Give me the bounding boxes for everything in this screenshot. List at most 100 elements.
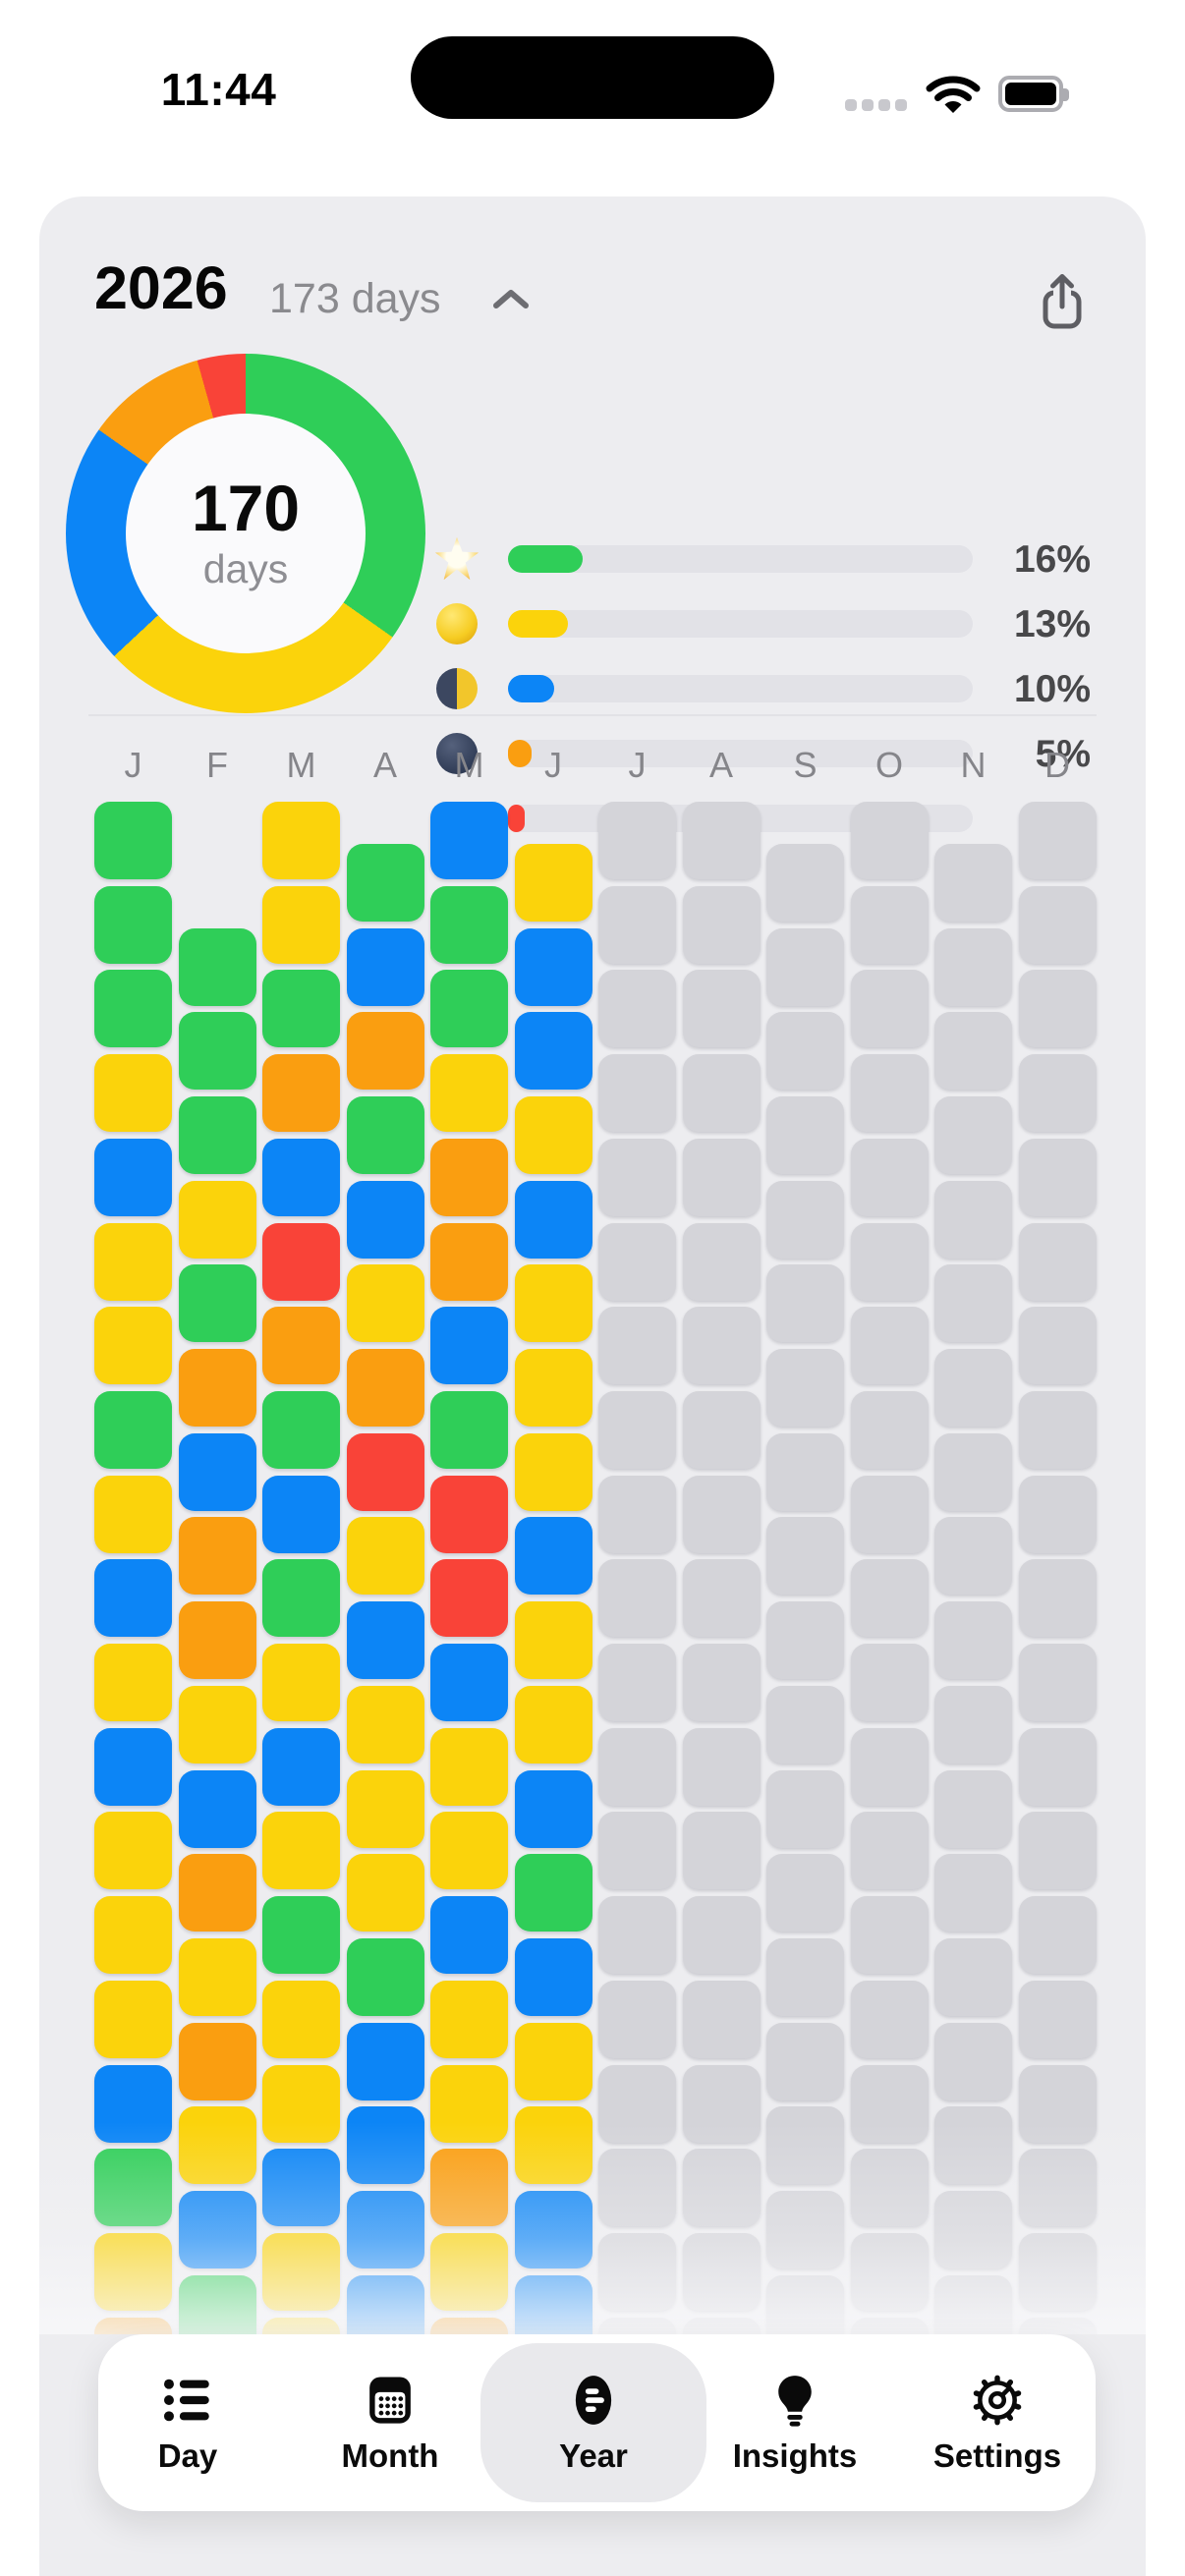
- day-cell[interactable]: [514, 1264, 592, 1343]
- day-cell[interactable]: [262, 1559, 340, 1638]
- day-cell[interactable]: [430, 1727, 508, 1806]
- day-cell[interactable]: [430, 2149, 508, 2227]
- day-cell[interactable]: [262, 2317, 340, 2334]
- day-cell[interactable]: [430, 1812, 508, 1890]
- day-cell[interactable]: [346, 1264, 424, 1343]
- day-cell[interactable]: [430, 1559, 508, 1638]
- day-cell[interactable]: [346, 2191, 424, 2269]
- day-cell[interactable]: [346, 843, 424, 922]
- day-cell[interactable]: [94, 1138, 172, 1216]
- day-cell[interactable]: [514, 1432, 592, 1511]
- day-cell[interactable]: [178, 1517, 256, 1596]
- day-cell[interactable]: [346, 1517, 424, 1596]
- day-cell[interactable]: [430, 1475, 508, 1553]
- tab-insights[interactable]: Insights: [711, 2334, 878, 2511]
- day-cell[interactable]: [178, 1012, 256, 1091]
- day-cell[interactable]: [514, 1769, 592, 1848]
- day-cell[interactable]: [178, 1685, 256, 1764]
- day-cell[interactable]: [262, 1390, 340, 1469]
- day-cell[interactable]: [94, 802, 172, 879]
- day-cell[interactable]: [178, 1095, 256, 1174]
- day-cell[interactable]: [262, 802, 340, 879]
- day-cell[interactable]: [262, 1222, 340, 1301]
- day-cell[interactable]: [262, 1644, 340, 1721]
- day-cell[interactable]: [178, 1349, 256, 1428]
- day-cell[interactable]: [262, 1307, 340, 1385]
- day-cell[interactable]: [94, 2149, 172, 2227]
- tab-year[interactable]: Year: [510, 2334, 677, 2511]
- day-cell[interactable]: [430, 1390, 508, 1469]
- day-cell[interactable]: [94, 1727, 172, 1806]
- day-cell[interactable]: [178, 1432, 256, 1511]
- day-cell[interactable]: [94, 1644, 172, 1721]
- day-cell[interactable]: [430, 1644, 508, 1721]
- day-cell[interactable]: [514, 1517, 592, 1596]
- day-cell[interactable]: [430, 1896, 508, 1975]
- day-cell[interactable]: [178, 2106, 256, 2185]
- day-cell[interactable]: [94, 1812, 172, 1890]
- day-cell[interactable]: [178, 2274, 256, 2334]
- day-cell[interactable]: [178, 1601, 256, 1680]
- day-cell[interactable]: [178, 1854, 256, 1932]
- day-cell[interactable]: [94, 2064, 172, 2143]
- day-cell[interactable]: [262, 2064, 340, 2143]
- day-cell[interactable]: [262, 2149, 340, 2227]
- day-cell[interactable]: [346, 1685, 424, 1764]
- day-cell[interactable]: [346, 1180, 424, 1259]
- day-cell[interactable]: [514, 1012, 592, 1091]
- day-cell[interactable]: [430, 1054, 508, 1133]
- day-cell[interactable]: [94, 2232, 172, 2311]
- day-cell[interactable]: [346, 1854, 424, 1932]
- day-cell[interactable]: [430, 2064, 508, 2143]
- day-cell[interactable]: [514, 843, 592, 922]
- day-cell[interactable]: [94, 1475, 172, 1553]
- day-cell[interactable]: [94, 1222, 172, 1301]
- day-cell[interactable]: [178, 1937, 256, 2016]
- day-cell[interactable]: [346, 2274, 424, 2334]
- day-cell[interactable]: [178, 1264, 256, 1343]
- day-cell[interactable]: [178, 1180, 256, 1259]
- day-cell[interactable]: [262, 1896, 340, 1975]
- day-cell[interactable]: [346, 1601, 424, 1680]
- day-cell[interactable]: [178, 2022, 256, 2100]
- day-cell[interactable]: [262, 970, 340, 1048]
- tab-month[interactable]: Month: [307, 2334, 474, 2511]
- day-cell[interactable]: [514, 2274, 592, 2334]
- day-cell[interactable]: [346, 1012, 424, 1091]
- day-cell[interactable]: [94, 1896, 172, 1975]
- day-cell[interactable]: [514, 2022, 592, 2100]
- day-cell[interactable]: [346, 2106, 424, 2185]
- day-cell[interactable]: [430, 2317, 508, 2334]
- day-cell[interactable]: [178, 927, 256, 1006]
- day-cell[interactable]: [346, 2022, 424, 2100]
- share-button[interactable]: [1037, 271, 1088, 334]
- day-cell[interactable]: [346, 1349, 424, 1428]
- day-cell[interactable]: [262, 2232, 340, 2311]
- day-cell[interactable]: [94, 1390, 172, 1469]
- day-cell[interactable]: [514, 1685, 592, 1764]
- day-cell[interactable]: [514, 1937, 592, 2016]
- day-cell[interactable]: [514, 1601, 592, 1680]
- day-cell[interactable]: [514, 2191, 592, 2269]
- day-cell[interactable]: [262, 1727, 340, 1806]
- day-cell[interactable]: [262, 1138, 340, 1216]
- day-cell[interactable]: [346, 1769, 424, 1848]
- day-cell[interactable]: [178, 1769, 256, 1848]
- day-cell[interactable]: [262, 1812, 340, 1890]
- day-cell[interactable]: [430, 1307, 508, 1385]
- day-cell[interactable]: [514, 2106, 592, 2185]
- day-cell[interactable]: [430, 885, 508, 964]
- day-cell[interactable]: [346, 1432, 424, 1511]
- day-cell[interactable]: [178, 2191, 256, 2269]
- day-cell[interactable]: [514, 927, 592, 1006]
- day-cell[interactable]: [514, 1854, 592, 1932]
- day-cell[interactable]: [514, 1180, 592, 1259]
- day-cell[interactable]: [262, 1475, 340, 1553]
- day-cell[interactable]: [430, 1138, 508, 1216]
- day-cell[interactable]: [94, 885, 172, 964]
- day-cell[interactable]: [94, 1559, 172, 1638]
- day-cell[interactable]: [430, 970, 508, 1048]
- day-cell[interactable]: [514, 1349, 592, 1428]
- day-cell[interactable]: [430, 2232, 508, 2311]
- day-cell[interactable]: [430, 1980, 508, 2058]
